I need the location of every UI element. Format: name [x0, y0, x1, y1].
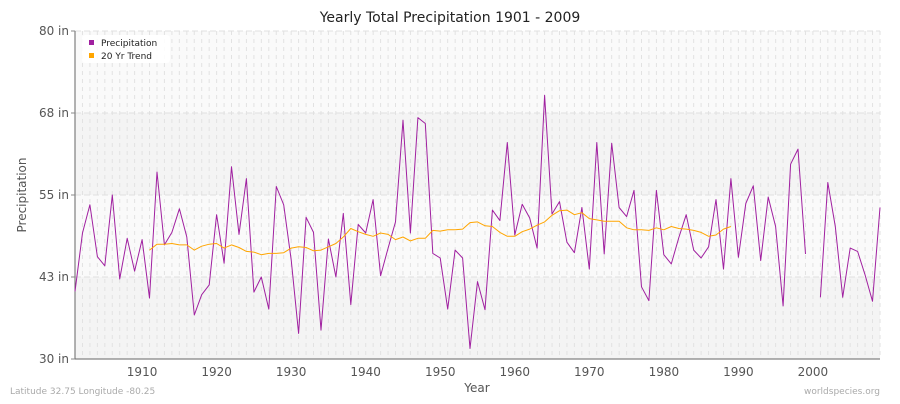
y-tick-label: 30 in [39, 352, 69, 366]
legend-label-precipitation: Precipitation [101, 39, 157, 49]
y-tick-label: 68 in [39, 106, 69, 120]
x-axis-label: Year [463, 381, 489, 395]
legend-label-trend: 20 Yr Trend [101, 52, 152, 62]
y-tick-labels: 80 in 68 in 55 in 43 in 30 in [39, 24, 75, 366]
y-tick-label: 55 in [39, 188, 69, 202]
x-tick-label: 1940 [350, 365, 381, 379]
footer-site: worldspecies.org [804, 387, 880, 397]
legend-swatch-precipitation [89, 40, 94, 45]
y-axis-label: Precipitation [15, 157, 29, 232]
y-tick-label: 43 in [39, 270, 69, 284]
x-tick-label: 1960 [499, 365, 530, 379]
x-tick-label: 1990 [723, 365, 754, 379]
x-tick-label: 1930 [276, 365, 307, 379]
trend-line [149, 209, 732, 256]
x-tick-label: 1950 [425, 365, 456, 379]
series-lines [74, 94, 881, 349]
x-tick-label: 1970 [574, 365, 605, 379]
precipitation-line [819, 182, 881, 302]
x-tick-label: 1980 [649, 365, 680, 379]
x-tick-label: 2000 [798, 365, 829, 379]
legend-swatch-trend [89, 53, 94, 58]
x-tick-labels: 1910 1920 1930 1940 1950 1960 1970 1980 1990 2000 [127, 365, 828, 379]
x-tick-label: 1910 [127, 365, 158, 379]
x-tick-label: 1920 [201, 365, 232, 379]
chart-title: Yearly Total Precipitation 1901 - 2009 [319, 10, 581, 26]
legend: Precipitation 20 Yr Trend [82, 35, 170, 63]
precipitation-line [74, 94, 806, 349]
y-tick-label: 80 in [39, 24, 69, 38]
footer-location: Latitude 32.75 Longitude -80.25 [10, 387, 155, 397]
